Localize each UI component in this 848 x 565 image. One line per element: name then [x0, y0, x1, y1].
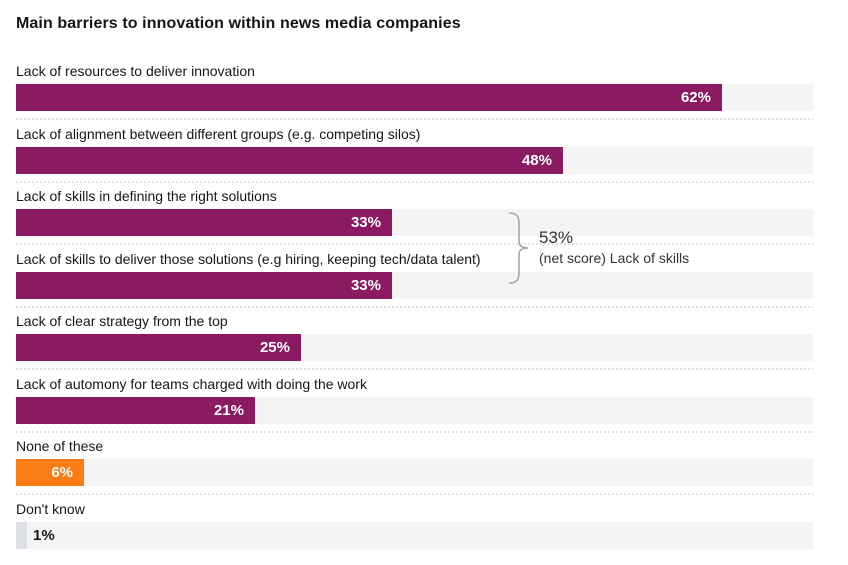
bar: 33%: [16, 209, 392, 236]
bar: 33%: [16, 271, 392, 299]
bar-track: 21%: [16, 396, 813, 424]
net-score-value: 53%: [539, 228, 574, 247]
bar-row: Lack of automony for teams charged with …: [16, 376, 813, 433]
bar-track: 33%: [16, 271, 813, 299]
bar: [16, 521, 27, 549]
bar: 48%: [16, 146, 563, 174]
row-separator: [16, 493, 813, 495]
bar-label: Lack of clear strategy from the top: [16, 313, 228, 329]
bar-label: Don't know: [16, 500, 85, 517]
bar-row: Lack of clear strategy from the top 25%: [16, 313, 813, 370]
net-score-bracket-icon: [508, 212, 529, 284]
row-separator: [16, 118, 813, 120]
bar-value-label: 33%: [350, 214, 381, 231]
bar-track: 25%: [16, 334, 813, 361]
bar-rows: Lack of resources to deliver innovation …: [16, 63, 813, 549]
bar-label: Lack of automony for teams charged with …: [16, 375, 367, 392]
bar-value-label: 25%: [259, 339, 290, 356]
bar-track: 33%: [16, 209, 813, 236]
bar-label: Lack of skills to deliver those solution…: [16, 250, 481, 267]
net-score-annotation: 53% (net score) Lack of skills: [539, 227, 689, 268]
bar-track: 48%: [16, 146, 813, 174]
bar-row: None of these 6%: [16, 438, 813, 495]
bar: 6%: [16, 459, 84, 486]
bar-value-label: 48%: [521, 151, 552, 169]
bar-label: None of these: [16, 438, 104, 454]
bar: 25%: [16, 334, 301, 361]
bar-label: Lack of skills in defining the right sol…: [16, 188, 277, 204]
bar-label: Lack of alignment between different grou…: [16, 125, 421, 142]
bar-track: 1%: [16, 521, 813, 549]
bar-row: Lack of alignment between different grou…: [16, 126, 813, 183]
bar-row: Lack of resources to deliver innovation …: [16, 63, 813, 120]
row-separator: [16, 305, 813, 308]
bar-row: Lack of skills to deliver those solution…: [16, 251, 813, 308]
row-separator: [16, 368, 813, 370]
bar-value-label: 62%: [680, 89, 711, 106]
bar: 62%: [16, 84, 722, 111]
row-separator: [16, 243, 813, 245]
bar-track: 6%: [16, 459, 813, 486]
row-separator: [16, 180, 813, 183]
bar-value-label: 1%: [33, 526, 55, 544]
net-score-label: (net score) Lack of skills: [539, 250, 690, 266]
bar-value-label: 6%: [51, 464, 73, 481]
bar: 21%: [16, 396, 255, 424]
chart-title: Main barriers to innovation within news …: [16, 15, 461, 32]
row-separator: [16, 430, 813, 433]
bar-track: 62%: [16, 84, 813, 111]
bar-value-label: 21%: [213, 401, 244, 419]
bar-label: Lack of resources to deliver innovation: [16, 63, 255, 79]
bar-value-label: 33%: [350, 276, 381, 294]
bar-row: Lack of skills in defining the right sol…: [16, 188, 813, 245]
bar-row: Don't know 1%: [16, 501, 813, 549]
